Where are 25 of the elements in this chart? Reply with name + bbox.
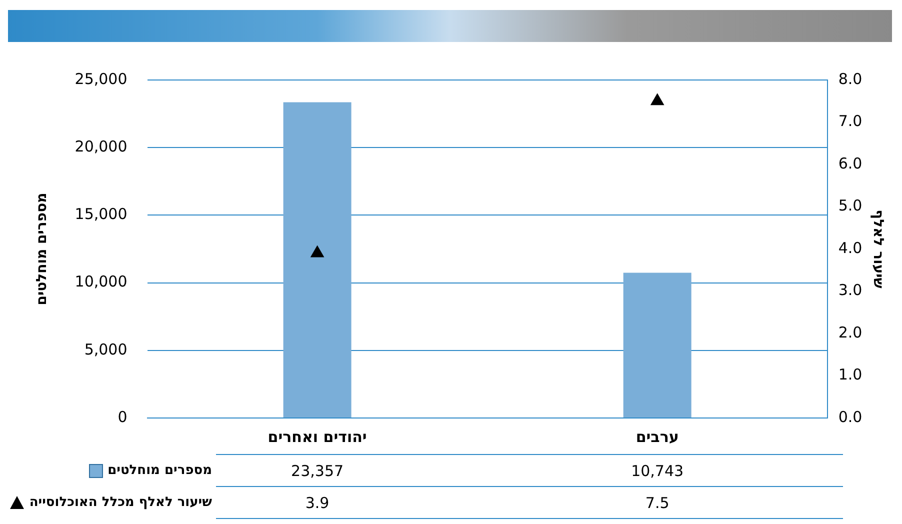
y-tick-label: 25,000 — [74, 70, 128, 88]
y2-tick-label: 5.0 — [838, 196, 862, 215]
y2-tick-label: 8.0 — [838, 70, 862, 88]
y2-tick-label: 2.0 — [838, 323, 862, 342]
legend-label: מספרים מוחלטים — [108, 462, 212, 479]
y2-axis-title: שיעור לאלף — [870, 210, 886, 289]
y-tick-label: 20,000 — [74, 137, 128, 156]
y-axis-title: מספרים מוחלטים — [34, 192, 50, 306]
y-tick-label: 5,000 — [84, 340, 128, 358]
legend-label: שיעור לאלף מכלל האוכלוסייה — [29, 494, 212, 511]
y2-tick-label: 1.0 — [838, 366, 862, 384]
y2-tick-label: 3.0 — [838, 281, 862, 300]
data-label: 7.5 — [645, 494, 670, 512]
y-tick-label: 10,000 — [74, 272, 128, 291]
data-label: 23,357 — [291, 462, 344, 480]
y2-tick-label: 4.0 — [838, 238, 862, 257]
y2-tick-label: 7.0 — [838, 112, 862, 130]
data-label: 3.9 — [305, 494, 330, 512]
x-tick-label: יהודים ואחרים — [268, 428, 367, 446]
x-tick-label: ערבים — [636, 428, 679, 446]
y2-tick-label: 0.0 — [838, 408, 862, 426]
y-tick-label: 15,000 — [74, 205, 128, 224]
y2-tick-label: 6.0 — [838, 154, 862, 172]
y-tick-label: 0 — [118, 408, 128, 426]
data-label: 10,743 — [631, 462, 684, 480]
